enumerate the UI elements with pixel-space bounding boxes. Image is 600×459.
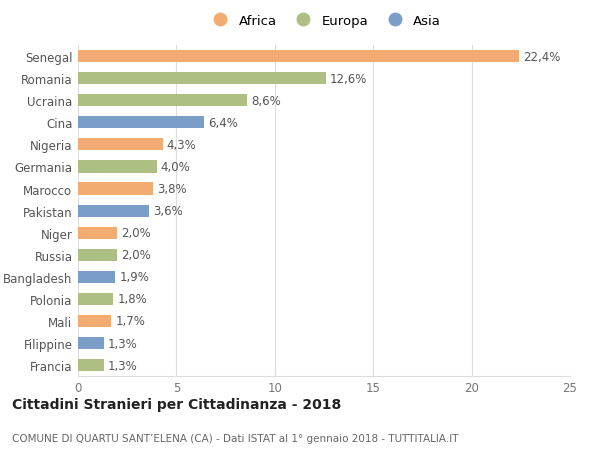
Text: 2,0%: 2,0% bbox=[121, 249, 151, 262]
Text: 1,3%: 1,3% bbox=[107, 337, 137, 350]
Bar bbox=[78, 337, 104, 349]
Bar bbox=[78, 315, 112, 327]
Legend: Africa, Europa, Asia: Africa, Europa, Asia bbox=[202, 9, 446, 33]
Text: 2,0%: 2,0% bbox=[121, 227, 151, 240]
Bar bbox=[78, 139, 163, 151]
Bar bbox=[78, 117, 204, 129]
Bar bbox=[78, 293, 113, 305]
Bar bbox=[78, 271, 115, 283]
Text: 3,6%: 3,6% bbox=[153, 205, 182, 218]
Text: COMUNE DI QUARTU SANT’ELENA (CA) - Dati ISTAT al 1° gennaio 2018 - TUTTITALIA.IT: COMUNE DI QUARTU SANT’ELENA (CA) - Dati … bbox=[12, 433, 458, 442]
Text: 12,6%: 12,6% bbox=[330, 73, 367, 85]
Text: 8,6%: 8,6% bbox=[251, 95, 281, 107]
Text: 1,7%: 1,7% bbox=[115, 315, 145, 328]
Text: 1,9%: 1,9% bbox=[119, 271, 149, 284]
Text: 6,4%: 6,4% bbox=[208, 117, 238, 129]
Bar bbox=[78, 51, 519, 63]
Text: 22,4%: 22,4% bbox=[523, 50, 560, 63]
Text: 4,0%: 4,0% bbox=[161, 161, 190, 174]
Text: 1,3%: 1,3% bbox=[107, 359, 137, 372]
Bar bbox=[78, 95, 247, 107]
Bar bbox=[78, 73, 326, 85]
Bar bbox=[78, 359, 104, 371]
Text: 1,8%: 1,8% bbox=[118, 293, 147, 306]
Bar bbox=[78, 161, 157, 173]
Bar bbox=[78, 227, 118, 239]
Text: Cittadini Stranieri per Cittadinanza - 2018: Cittadini Stranieri per Cittadinanza - 2… bbox=[12, 397, 341, 412]
Bar bbox=[78, 249, 118, 261]
Bar bbox=[78, 183, 153, 195]
Bar bbox=[78, 205, 149, 217]
Text: 3,8%: 3,8% bbox=[157, 183, 187, 196]
Text: 4,3%: 4,3% bbox=[167, 139, 196, 151]
